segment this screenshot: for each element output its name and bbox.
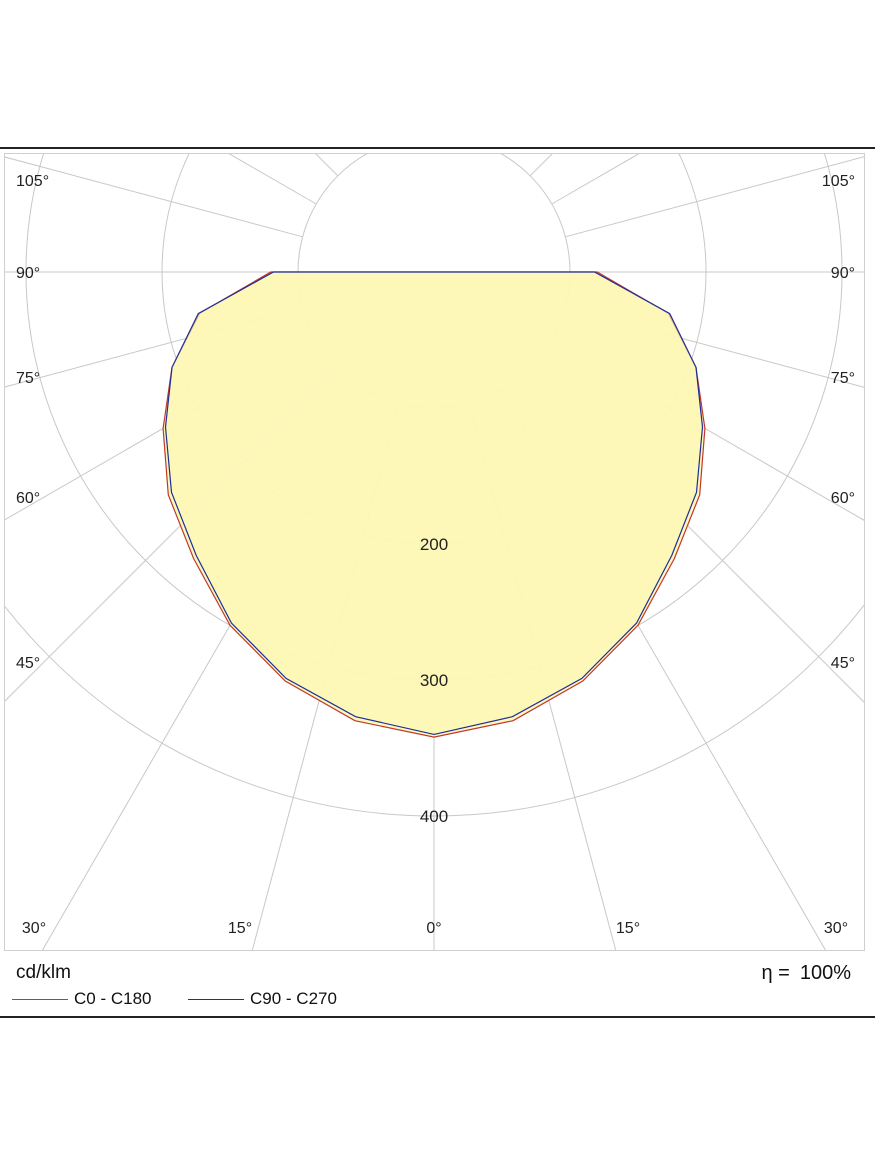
- angle-label-bottom-15-l: 15°: [228, 920, 252, 937]
- legend-swatch-c0: [12, 998, 68, 1000]
- grid-spoke-l165: [188, 0, 399, 141]
- angle-label-bottom-30-r: 30°: [824, 920, 848, 937]
- grid-spoke-r150: [501, 154, 503, 155]
- tick-labels: 200 300 400 105° 105° 90° 90° 75° 75° 60° 60° 45° 45…: [16, 173, 855, 937]
- bottom-rule: [0, 1016, 875, 1018]
- legend-item-c90-c270: C90 - C270: [188, 989, 337, 1009]
- angle-label-bottom-0: 0°: [426, 920, 441, 937]
- angle-label-left-90: 90°: [16, 265, 40, 282]
- angle-label-right-75: 75°: [831, 370, 855, 387]
- grid-spoke-l150: [365, 154, 367, 155]
- angle-label-left-60: 60°: [16, 490, 40, 507]
- angle-label-right-45: 45°: [831, 655, 855, 672]
- angle-label-bottom-15-r: 15°: [616, 920, 640, 937]
- grid-spoke-l135: [315, 154, 339, 177]
- legend-label-c90: C90 - C270: [250, 989, 337, 1008]
- efficiency-value: 100%: [799, 962, 851, 984]
- radial-label-400: 400: [420, 807, 448, 826]
- angle-label-right-105: 105°: [822, 173, 855, 190]
- legend-swatch-c90: [188, 998, 244, 1000]
- series-curve-1: [164, 271, 704, 736]
- angle-label-right-90: 90°: [831, 265, 855, 282]
- grid-spoke-r165: [469, 0, 680, 141]
- plot-frame: [4, 153, 865, 951]
- efficiency-symbol: η =: [761, 962, 790, 984]
- unit-label: cd/klm: [16, 962, 71, 983]
- radial-label-300: 300: [420, 671, 448, 690]
- grid-spoke-l75: [5, 306, 303, 388]
- angle-label-left-105: 105°: [16, 173, 49, 190]
- curves: [162, 271, 706, 738]
- top-rule: [0, 147, 875, 149]
- grid-spoke-r75: [565, 306, 864, 388]
- grid-spoke-r105: [565, 156, 864, 238]
- legend-label-c0: C0 - C180: [74, 989, 152, 1008]
- polar-plot: 200 300 400 105° 105° 90° 90° 75° 75° 60° 60° 45° 45…: [5, 0, 864, 950]
- radial-label-200: 200: [420, 535, 448, 554]
- angle-label-left-45: 45°: [16, 655, 40, 672]
- grid-spoke-r135: [529, 154, 553, 177]
- legend-item-c0-c180: C0 - C180: [12, 989, 151, 1009]
- angle-label-right-60: 60°: [831, 490, 855, 507]
- grid-spoke-l105: [5, 156, 303, 238]
- angle-label-left-75: 75°: [16, 370, 40, 387]
- angle-label-bottom-30-l: 30°: [22, 920, 46, 937]
- efficiency: η = 100%: [761, 962, 851, 985]
